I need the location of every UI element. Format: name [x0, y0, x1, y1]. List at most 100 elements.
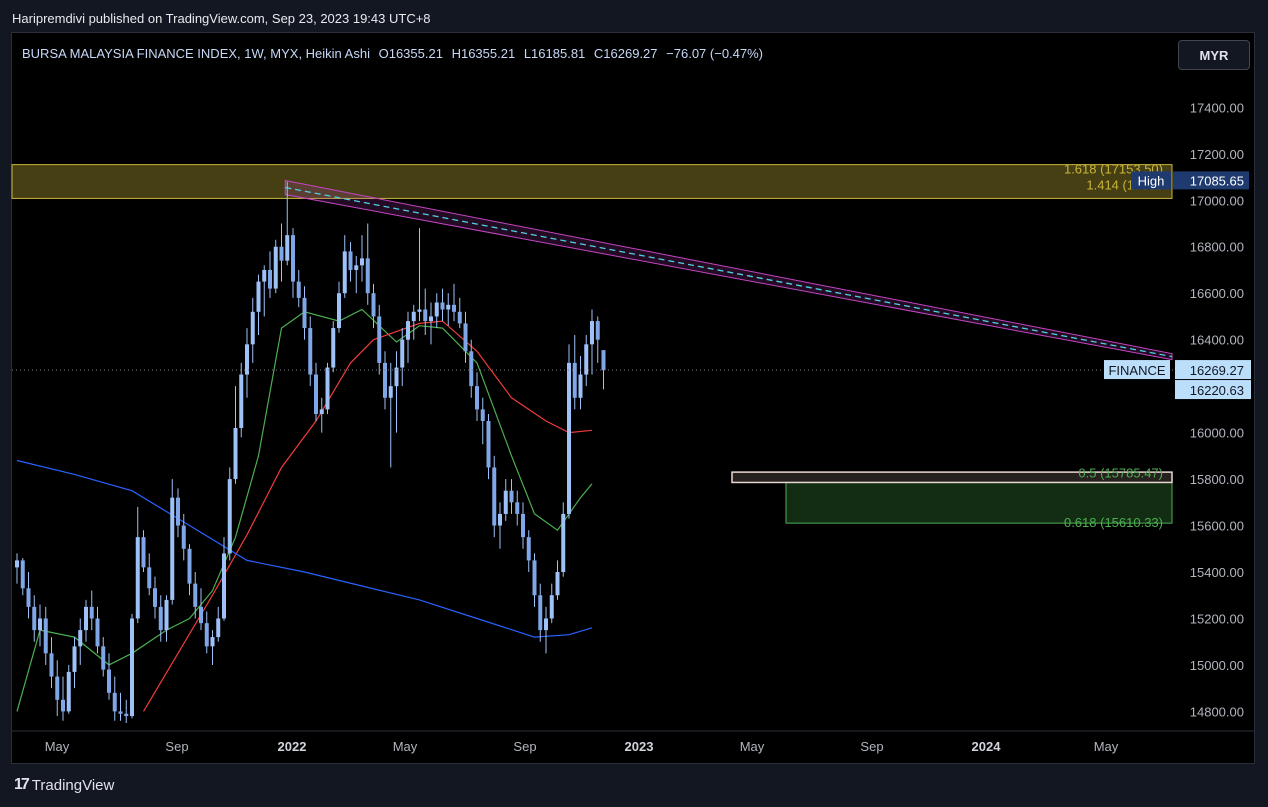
candle-body [147, 567, 152, 589]
y-tick-label: 15400.00 [1190, 565, 1244, 580]
candle-body [32, 606, 37, 631]
candle-body [164, 599, 169, 631]
chart-pane[interactable] [11, 32, 1255, 764]
x-tick-label: 2024 [972, 739, 1002, 754]
candle-body [302, 297, 307, 329]
candle-body [469, 351, 474, 387]
candle-body [360, 258, 364, 266]
symbol-legend: BURSA MALAYSIA FINANCE INDEX, 1W, MYX, H… [22, 46, 768, 61]
candle-body [210, 637, 215, 647]
candle-body [291, 235, 295, 282]
candle-body [590, 321, 594, 345]
candle-body [187, 548, 192, 584]
candle-body [176, 497, 180, 526]
y-tick-label: 17200.00 [1190, 147, 1244, 162]
candle-body [135, 537, 140, 619]
candle-body [158, 606, 163, 631]
candle-body [411, 311, 416, 322]
candle-body [337, 293, 341, 329]
candle-body [279, 246, 284, 261]
candle-body [325, 367, 330, 410]
candle-body [181, 525, 186, 549]
candle-body [463, 323, 468, 352]
symbol-tag-bg [1104, 360, 1170, 380]
candle-body [561, 513, 566, 573]
candle-body [153, 588, 157, 607]
candle-body [84, 606, 88, 631]
candle-body [43, 618, 48, 654]
candle-body [544, 618, 548, 631]
candle-body [89, 606, 94, 619]
candle-body [216, 618, 221, 638]
y-tick-label: 15800.00 [1190, 472, 1244, 487]
symbol-name: BURSA MALAYSIA FINANCE INDEX, 1W, MYX, H… [22, 46, 370, 61]
y-tick-label: 15200.00 [1190, 611, 1244, 626]
candle-body [567, 362, 571, 514]
y-tick-label: 14800.00 [1190, 704, 1244, 719]
candle-body [118, 711, 123, 714]
y-tick-label: 16800.00 [1190, 240, 1244, 255]
fib-zone-upper [11, 164, 1173, 199]
candle-body [492, 467, 497, 526]
symbol-tag-label: FINANCE [1108, 363, 1165, 378]
candle-body [141, 537, 146, 568]
candle-body [204, 623, 209, 647]
candle-body [446, 304, 451, 310]
candle-body [429, 316, 433, 322]
candle-body [78, 630, 83, 647]
x-tick-label: May [740, 739, 765, 754]
candle-body [112, 692, 117, 712]
candle-body [245, 344, 249, 375]
candle-body [532, 560, 537, 596]
candle-body [394, 367, 399, 387]
candle-body [130, 618, 134, 717]
ohlc-change: −76.07 (−0.47%) [666, 46, 764, 61]
candle-body [434, 302, 439, 317]
candle-body [170, 497, 175, 600]
candle-body [371, 293, 376, 317]
candle-body [38, 618, 42, 631]
fib-zone-lower [785, 481, 1173, 524]
candle-body [348, 251, 353, 270]
candle-body [480, 409, 485, 421]
high-value-label: 17085.65 [1190, 173, 1244, 188]
candle-body [49, 653, 54, 677]
fib-level-label: 0.5 (15785.47) [1078, 465, 1163, 480]
tradingview-logo: 17 TradingView [14, 776, 114, 794]
candle-body [440, 302, 445, 310]
high-tag-label: High [1138, 173, 1165, 188]
candle-body [222, 553, 226, 619]
candle-body [572, 362, 577, 398]
publisher-line: Haripremdivi published on TradingView.co… [12, 11, 431, 26]
footer-brand: TradingView [31, 776, 115, 794]
trendline-channel [284, 179, 1173, 361]
currency-button[interactable]: MYR [1178, 40, 1250, 70]
candle-body [584, 344, 589, 375]
candle-body [538, 595, 543, 631]
candle-body [95, 618, 100, 647]
prev-price-label: 16220.63 [1190, 383, 1244, 398]
candle-body [15, 560, 19, 568]
candle-body [515, 502, 520, 514]
candle-body [457, 311, 462, 324]
candle-body [498, 513, 502, 526]
candle-body [486, 420, 491, 468]
candle-body [509, 490, 514, 503]
candle-body [314, 374, 318, 415]
candle-body [55, 676, 60, 700]
candle-body [521, 513, 525, 538]
x-tick-label: 2022 [278, 739, 307, 754]
candle-body [365, 258, 370, 294]
candle-body [107, 669, 111, 693]
ohlc-low: L16185.81 [523, 46, 586, 61]
candle-body [199, 606, 203, 624]
candle-body [388, 386, 393, 398]
high-tag-bg [1131, 171, 1171, 190]
candle-body [406, 321, 410, 340]
horizontal-level-box [731, 471, 1173, 484]
candle-body [193, 583, 198, 607]
candle-body [417, 309, 422, 312]
candle-body [233, 427, 238, 480]
x-tick-label: May [45, 739, 70, 754]
